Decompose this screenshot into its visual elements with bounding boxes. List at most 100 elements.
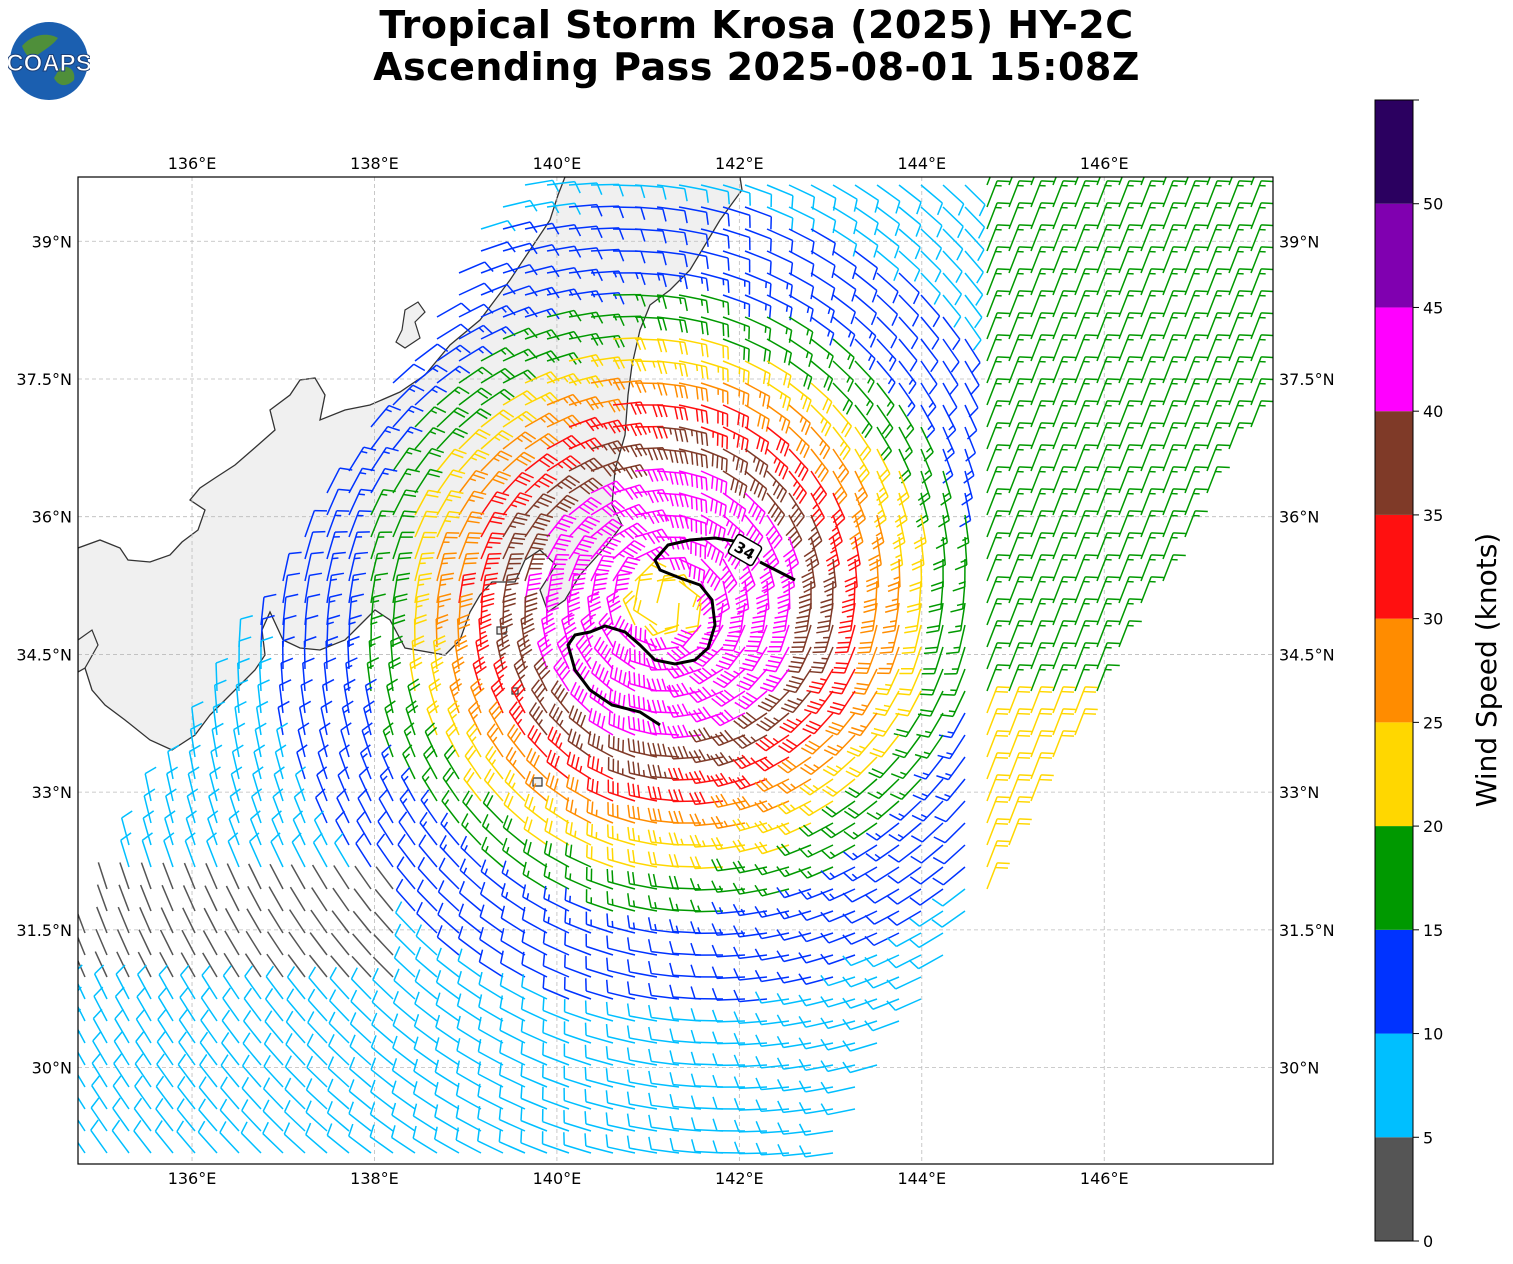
- barb-flag: [737, 412, 741, 426]
- barb-flag: [263, 1032, 272, 1045]
- barb-flag: [546, 592, 559, 598]
- barb-shaft: [95, 928, 108, 956]
- barb-flag: [622, 717, 625, 731]
- barb-flag: [400, 766, 411, 778]
- barb-flag: [679, 297, 682, 305]
- barb-shaft: [263, 1043, 284, 1066]
- barb-flag: [392, 1013, 399, 1026]
- barb-flag: [395, 878, 404, 891]
- barb-flag: [928, 603, 942, 608]
- barb-flag: [690, 452, 694, 465]
- barb-shaft: [876, 184, 901, 202]
- barb-flag: [690, 496, 693, 510]
- barb-flag: [593, 636, 602, 649]
- barb-flag: [517, 416, 524, 422]
- barb-flag: [1261, 246, 1273, 249]
- barb-flag: [351, 593, 365, 598]
- barb-flag: [654, 923, 657, 931]
- barb-flag: [200, 1009, 209, 1021]
- barb-flag: [719, 692, 731, 702]
- barb-flag: [535, 660, 546, 672]
- barb-shaft: [479, 938, 504, 956]
- barb-flag: [606, 679, 610, 687]
- barb-flag: [498, 674, 505, 680]
- barb-flag: [1019, 334, 1032, 337]
- barb-flag: [701, 818, 706, 826]
- barb-flag: [589, 606, 602, 613]
- barb-shaft: [651, 950, 680, 956]
- barb-flag: [652, 447, 659, 461]
- barb-shaft: [267, 908, 284, 934]
- barb-flag: [679, 341, 684, 355]
- barb-flag: [852, 707, 866, 712]
- barb-shaft: [942, 250, 963, 273]
- barb-flag: [285, 593, 299, 598]
- barb-flag: [209, 766, 221, 775]
- barb-flag: [851, 509, 863, 519]
- barb-flag: [214, 679, 227, 686]
- barb-shaft: [229, 796, 240, 824]
- barb-flag: [569, 799, 574, 813]
- barb-flag: [782, 467, 789, 480]
- barb-flag: [846, 615, 854, 618]
- barb-flag: [585, 420, 595, 432]
- barb-shaft: [337, 774, 350, 802]
- barb-flag: [1019, 268, 1032, 271]
- barb-flag: [1151, 312, 1164, 315]
- barb-flag: [690, 1051, 696, 1065]
- barb-shaft: [850, 976, 878, 988]
- barb-flag: [444, 519, 452, 523]
- barb-flag: [523, 350, 529, 357]
- barb-flag: [952, 586, 966, 592]
- barb-shaft: [850, 954, 878, 967]
- barb-flag: [698, 749, 707, 761]
- barb-flag: [732, 778, 742, 790]
- barb-flag: [143, 788, 156, 797]
- barb-shaft: [854, 294, 877, 314]
- barb-flag: [839, 620, 853, 624]
- barb-flag: [977, 249, 985, 262]
- barb-flag: [626, 959, 631, 973]
- barb-flag: [746, 645, 759, 648]
- barb-flag: [775, 437, 782, 451]
- barb-flag: [542, 975, 545, 989]
- barb-flag: [291, 832, 302, 843]
- barb-flag: [500, 928, 505, 941]
- barb-flag: [842, 1018, 851, 1031]
- barb-flag: [690, 964, 696, 978]
- barb-shaft: [458, 937, 482, 956]
- barb-flag: [652, 404, 658, 418]
- barb-flag: [561, 460, 573, 470]
- barb-flag: [822, 447, 831, 460]
- barb-flag: [694, 834, 701, 847]
- barb-flag: [482, 324, 494, 335]
- barb-flag: [134, 1075, 143, 1087]
- barb-flag: [657, 383, 663, 396]
- barb-flag: [841, 603, 855, 609]
- barb-flag: [511, 705, 521, 717]
- barb-flag: [873, 245, 879, 258]
- barb-flag: [874, 692, 888, 696]
- barb-flag: [727, 582, 738, 594]
- barb-flag: [672, 725, 679, 738]
- barb-flag: [716, 677, 729, 685]
- barb-flag: [254, 722, 267, 731]
- barb-flag: [886, 937, 897, 948]
- barb-flag: [697, 708, 707, 720]
- barb-flag: [640, 250, 646, 264]
- barb-shaft: [542, 987, 570, 1000]
- barb-flag: [930, 586, 944, 592]
- barb-shaft: [143, 795, 152, 824]
- barb-flag: [259, 657, 272, 664]
- barb-flag: [733, 650, 741, 655]
- barb-flag: [914, 753, 928, 759]
- barb-flag: [575, 563, 589, 566]
- barb-flag: [468, 499, 475, 503]
- barb-flag: [491, 532, 505, 535]
- barb-shaft: [135, 1018, 152, 1044]
- barb-flag: [613, 335, 620, 348]
- barb-shaft: [313, 819, 328, 846]
- barb-flag: [872, 748, 885, 754]
- barb-shaft: [340, 729, 350, 758]
- barb-flag: [500, 370, 511, 380]
